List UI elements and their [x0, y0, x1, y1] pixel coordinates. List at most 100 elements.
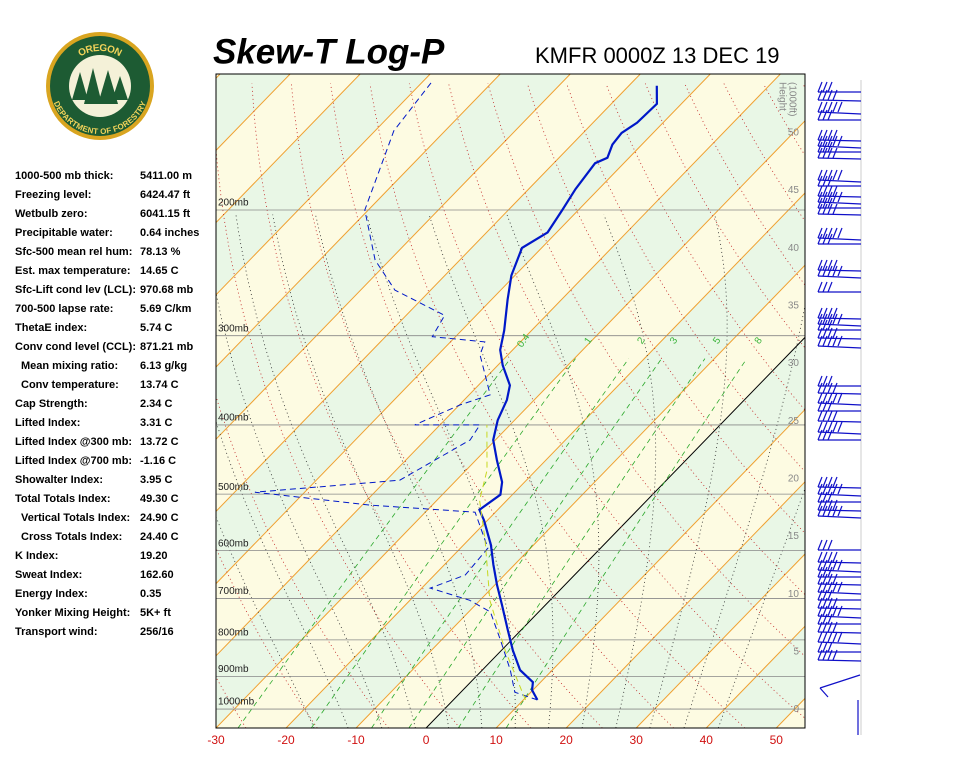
index-value: 0.35: [140, 588, 161, 600]
barb-flag: [832, 631, 838, 643]
index-label: ThetaE index:: [15, 322, 87, 334]
barb-flag: [817, 631, 823, 643]
barb-flag: [832, 227, 838, 239]
x-tick-label: 50: [770, 733, 784, 747]
barb-flag: [817, 621, 823, 633]
index-label: Sfc-500 mean rel hum:: [15, 246, 132, 258]
barb-flag: [819, 687, 829, 698]
barb-flag: [827, 641, 833, 653]
barb-flag: [827, 197, 833, 209]
x-tick-label: 30: [630, 733, 644, 747]
barb-flag: [817, 335, 823, 347]
barb-flag: [827, 551, 833, 563]
index-value: 13.74 C: [140, 379, 179, 391]
isotherm: [216, 74, 781, 657]
barb-flag: [817, 605, 823, 617]
moist-adiabat: [216, 290, 383, 728]
index-value: 5411.00 m: [140, 170, 192, 182]
barb-flag: [822, 147, 828, 159]
barb-flag: [822, 421, 828, 433]
barb-flag: [817, 573, 823, 585]
barb-shaft: [817, 615, 862, 619]
isotherm: [216, 74, 501, 368]
index-label: Vertical Totals Index:: [21, 512, 130, 524]
barb-flag: [827, 101, 833, 113]
barb-flag: [832, 499, 838, 511]
barb-flag: [817, 265, 823, 277]
mixing-ratio-line: [237, 358, 511, 728]
barb-flag: [837, 227, 843, 239]
barb-flag: [832, 559, 838, 571]
height-tick-label: 25: [788, 416, 800, 427]
barb-flag: [837, 101, 843, 113]
barb-flag: [832, 597, 838, 609]
pressure-label: 1000mb: [218, 697, 255, 708]
pressure-label: 400mb: [218, 413, 249, 424]
barb-flag: [832, 476, 838, 488]
index-label: Precipitable water:: [15, 227, 113, 239]
height-axis-label: (1000ft): [786, 82, 797, 116]
barb-flag: [822, 410, 828, 422]
index-value: 13.72 C: [140, 436, 179, 448]
height-axis-label: Height: [776, 82, 787, 111]
barb-flag: [817, 551, 823, 563]
barb-flag: [822, 141, 828, 153]
barb-flag: [822, 313, 828, 325]
index-label: Lifted Index @700 mb:: [15, 455, 132, 467]
barb-flag: [827, 265, 833, 277]
barb-flag: [827, 539, 833, 551]
barb-flag: [817, 566, 823, 578]
isotherm: [216, 74, 431, 296]
barb-flag: [817, 227, 823, 239]
barb-flag: [817, 327, 823, 339]
barb-flag: [817, 400, 823, 412]
barb-flag: [827, 375, 833, 387]
barb-flag: [837, 505, 843, 517]
barb-flag: [832, 327, 838, 339]
barb-flag: [822, 109, 828, 121]
barb-flag: [832, 581, 838, 593]
moist-adiabat: [235, 214, 416, 728]
index-label: Mean mixing ratio:: [21, 360, 118, 372]
barb-flag: [827, 135, 833, 147]
plot-frame: [215, 73, 806, 729]
barb-flag: [827, 605, 833, 617]
barb-flag: [822, 382, 828, 394]
index-label: Total Totals Index:: [15, 493, 111, 505]
barb-flag: [817, 169, 823, 181]
logo-top: OREGON: [76, 42, 123, 58]
barb-flag: [817, 89, 823, 101]
barb-flag: [837, 605, 843, 617]
barb-flag: [817, 641, 823, 653]
dry-adiabat: [290, 83, 603, 728]
profile-line: [254, 80, 538, 701]
barb-flag: [822, 197, 828, 209]
barb-shaft: [817, 99, 862, 102]
barb-flag: [817, 185, 823, 197]
index-label: Energy Index:: [15, 588, 88, 600]
isotherm: [425, 336, 805, 728]
index-label: Cap Strength:: [15, 398, 88, 410]
barb-flag: [822, 476, 828, 488]
barb-flag: [817, 175, 823, 187]
x-tick-label: 40: [700, 733, 714, 747]
barb-flag: [822, 649, 828, 661]
index-value: 19.20: [140, 550, 168, 562]
barb-flag: [817, 203, 823, 215]
barb-flag: [822, 281, 828, 293]
barb-flag: [822, 307, 828, 319]
barb-flag: [822, 573, 828, 585]
barb-shaft: [817, 213, 862, 216]
barb-flag: [827, 621, 833, 633]
dry-adiabat: [408, 83, 805, 719]
barb-flag: [817, 410, 823, 422]
barb-flag: [837, 169, 843, 181]
barb-flag: [832, 265, 838, 277]
barb-shaft: [817, 583, 862, 586]
barb-flag: [827, 400, 833, 412]
logo-trees: [72, 68, 128, 104]
mixing-ratio-label: 1: [582, 335, 594, 346]
moist-adiabat: [366, 214, 516, 728]
barb-flag: [827, 203, 833, 215]
